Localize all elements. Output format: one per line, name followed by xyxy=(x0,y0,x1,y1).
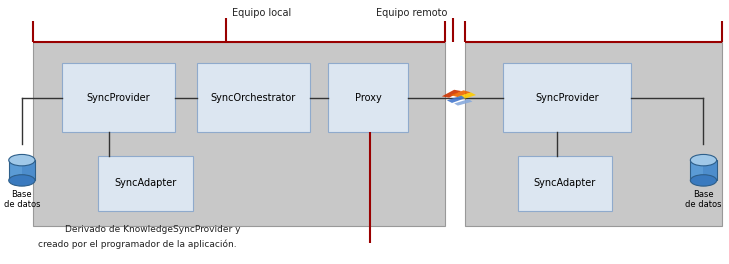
Text: SyncProvider: SyncProvider xyxy=(535,93,599,103)
Polygon shape xyxy=(447,96,465,103)
Bar xyxy=(9,160,35,180)
Polygon shape xyxy=(451,90,471,97)
Text: creado por el programador de la aplicación.: creado por el programador de la aplicaci… xyxy=(39,240,237,249)
Bar xyxy=(22,160,35,180)
Text: SyncAdapter: SyncAdapter xyxy=(114,178,177,188)
Text: SyncProvider: SyncProvider xyxy=(87,93,150,103)
Ellipse shape xyxy=(9,154,35,166)
Text: Equipo remoto: Equipo remoto xyxy=(376,8,448,18)
Text: Derivado de KnowledgeSyncProvider y: Derivado de KnowledgeSyncProvider y xyxy=(65,225,241,234)
Bar xyxy=(503,63,631,132)
Bar xyxy=(690,160,717,180)
Polygon shape xyxy=(442,90,461,98)
Text: Base
de datos: Base de datos xyxy=(685,190,722,209)
Bar xyxy=(98,156,193,211)
Text: SyncAdapter: SyncAdapter xyxy=(534,178,596,188)
Ellipse shape xyxy=(9,175,35,186)
Polygon shape xyxy=(458,92,476,99)
Bar xyxy=(33,42,445,226)
Text: Proxy: Proxy xyxy=(355,93,381,103)
Bar xyxy=(197,63,310,132)
Bar xyxy=(328,63,408,132)
Bar xyxy=(518,156,612,211)
Polygon shape xyxy=(454,99,472,106)
Bar xyxy=(703,160,717,180)
Text: SyncOrchestrator: SyncOrchestrator xyxy=(211,93,296,103)
Text: Base
de datos: Base de datos xyxy=(4,190,40,209)
Bar xyxy=(465,42,722,226)
Ellipse shape xyxy=(690,175,717,186)
Bar xyxy=(62,63,175,132)
Ellipse shape xyxy=(690,154,717,166)
Text: Equipo local: Equipo local xyxy=(232,8,291,18)
